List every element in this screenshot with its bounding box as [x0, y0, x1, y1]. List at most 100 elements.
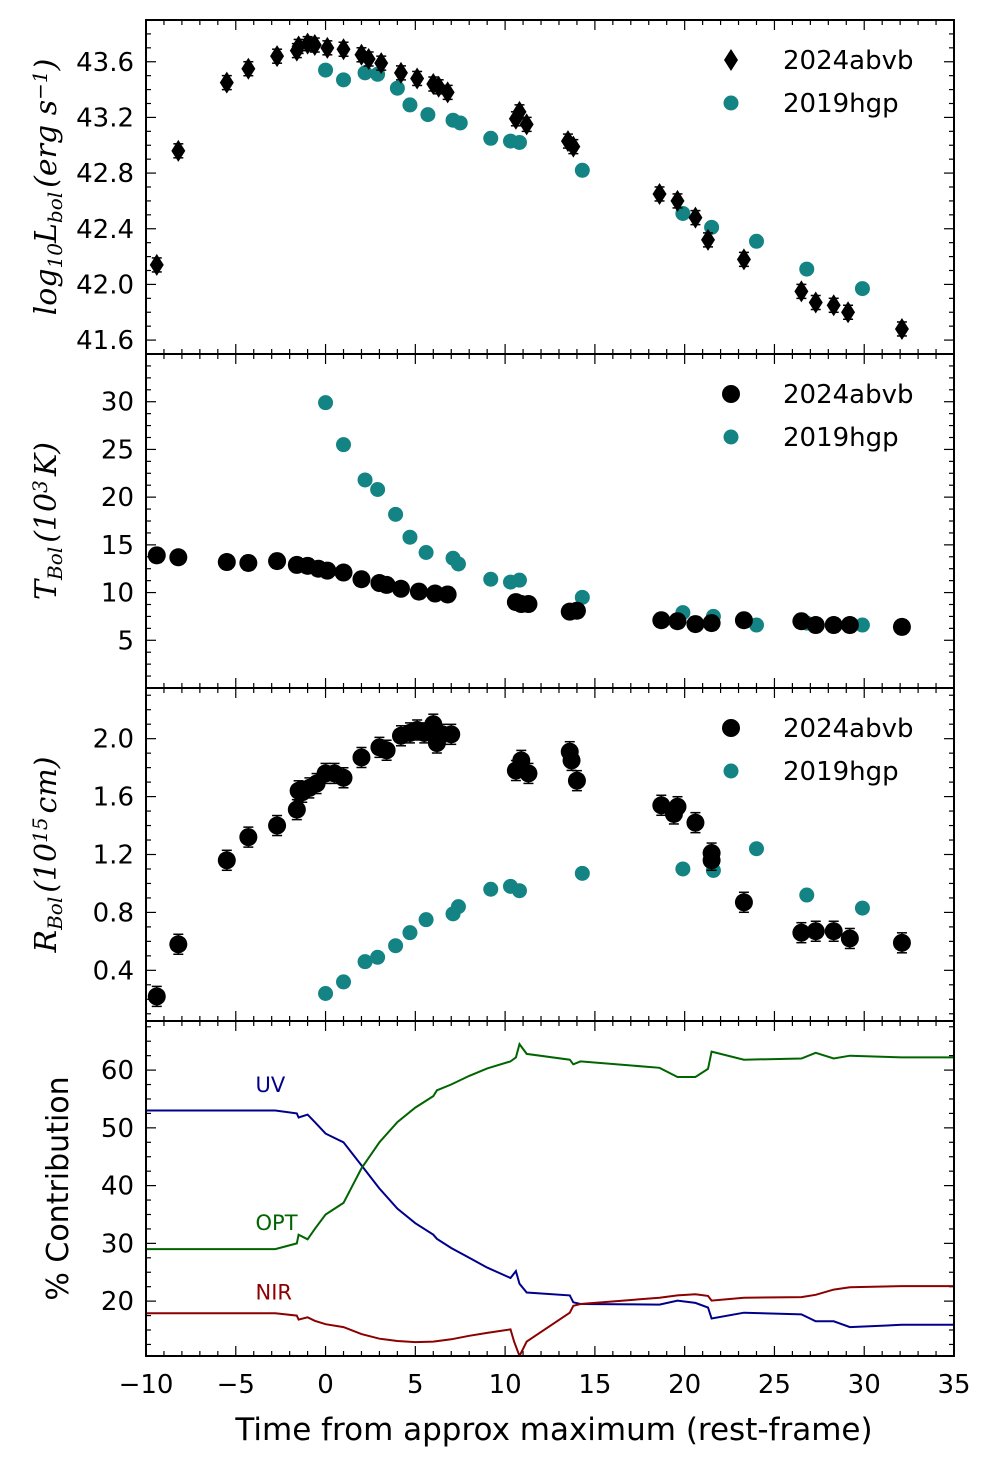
data-point-2024abvb [519, 764, 538, 783]
y-tick-label: 20 [101, 1287, 134, 1317]
data-point-2024abvb [410, 67, 425, 90]
data-point-2024abvb [519, 595, 538, 614]
y-tick-label: 43.6 [76, 48, 134, 78]
y-tick-label: 60 [101, 1056, 134, 1086]
series-line-nir [146, 1285, 954, 1356]
panel-2: 5 10 15 20 25 30 TBol(103K) 2024abvb 2019hgp [28, 353, 955, 689]
legend-label-2019hgp: 2019hgp [783, 89, 899, 119]
legend-marker-2024abvb [722, 385, 740, 403]
data-point-2019hgp [357, 472, 373, 488]
y-tick-label: 0.4 [93, 956, 134, 986]
data-point-2024abvb [318, 561, 337, 580]
x-tick-label: 15 [578, 1370, 611, 1400]
data-point-2019hgp [370, 949, 386, 965]
data-point-2019hgp [402, 529, 418, 545]
data-point-2019hgp [318, 985, 334, 1001]
x-tick-label: 20 [668, 1370, 701, 1400]
data-point-2024abvb [217, 851, 236, 870]
data-point-2019hgp [511, 572, 527, 588]
y-tick-label: 5 [117, 626, 134, 656]
data-point-2019hgp [402, 97, 418, 113]
data-point-2019hgp [483, 571, 499, 587]
data-point-2024abvb [652, 182, 667, 205]
x-axis-label: Time from approx maximum (rest-frame) [234, 1412, 872, 1448]
data-point-2019hgp [336, 437, 352, 453]
y-axis-label: TBol(103K) [28, 442, 67, 600]
y-tick-label: 2.0 [93, 725, 134, 755]
data-point-2024abvb [567, 771, 586, 790]
data-point-2024abvb [377, 741, 396, 760]
data-point-2019hgp [318, 62, 334, 78]
data-point-2024abvb [241, 57, 256, 80]
data-point-2024abvb [792, 612, 811, 631]
data-point-2019hgp [511, 883, 527, 899]
data-point-2019hgp [483, 130, 499, 146]
data-point-2019hgp [483, 881, 499, 897]
legend-label-2019hgp: 2019hgp [783, 757, 899, 787]
data-point-2024abvb [668, 612, 687, 631]
x-tick-label: 30 [848, 1370, 881, 1400]
data-point-2024abvb [702, 614, 721, 633]
y-tick-label: 42.4 [76, 215, 134, 245]
data-point-2019hgp [675, 861, 691, 877]
data-point-2024abvb [794, 280, 809, 303]
panel-4: 20 30 40 50 60 % Contribution UV OPT NIR [41, 1020, 955, 1357]
data-point-2019hgp [420, 107, 436, 123]
data-point-2024abvb [352, 570, 371, 589]
y-axis-label: log10Lbol(erg s−1) [28, 59, 67, 316]
data-point-2024abvb [268, 552, 287, 571]
data-point-2024abvb [840, 929, 859, 948]
data-point-2024abvb [239, 828, 258, 847]
data-point-2024abvb [409, 582, 428, 601]
legend-marker-2019hgp [723, 763, 739, 779]
data-point-2024abvb [352, 748, 371, 767]
legend-label-2024abvb: 2024abvb [783, 714, 914, 744]
data-point-2024abvb [438, 585, 457, 604]
legend-marker-2019hgp [723, 429, 739, 445]
legend-label-2019hgp: 2019hgp [783, 423, 899, 453]
data-point-2024abvb [391, 579, 410, 598]
data-point-2019hgp [389, 80, 405, 96]
data-point-2019hgp [511, 134, 527, 150]
x-tick-label: 10 [489, 1370, 522, 1400]
y-tick-label: 42.8 [76, 159, 134, 189]
data-point-2024abvb [701, 228, 716, 251]
data-point-2024abvb [149, 253, 164, 276]
data-point-2024abvb [686, 813, 705, 832]
y-tick-label: 10 [101, 579, 134, 609]
panel-1: 41.6 42.0 42.4 42.8 43.2 43.6 log10Lbol(erg s−… [28, 19, 955, 356]
data-point-2019hgp [574, 162, 590, 178]
data-point-2024abvb [686, 615, 705, 634]
data-point-2024abvb [702, 851, 721, 870]
band-label-nir: NIR [256, 1280, 292, 1304]
data-point-2024abvb [652, 796, 671, 815]
y-tick-label: 0.8 [93, 898, 134, 928]
data-point-2019hgp [370, 482, 386, 498]
data-point-2024abvb [320, 36, 335, 59]
data-point-2024abvb [374, 52, 389, 75]
panel-frame [145, 1020, 955, 1357]
data-point-2024abvb [169, 935, 188, 954]
data-point-2024abvb [806, 616, 825, 635]
data-point-2024abvb [652, 611, 671, 630]
data-point-2024abvb [169, 548, 188, 567]
data-point-2019hgp [336, 974, 352, 990]
data-point-2024abvb [566, 135, 581, 158]
data-point-2019hgp [748, 841, 764, 857]
y-tick-label: 1.6 [93, 783, 134, 813]
data-point-2024abvb [442, 725, 461, 744]
data-point-2024abvb [894, 317, 909, 340]
x-tick-label: 35 [937, 1370, 970, 1400]
y-tick-label: 20 [101, 483, 134, 513]
data-point-2024abvb [171, 139, 186, 162]
legend-marker-2024abvb [724, 49, 738, 71]
data-point-2024abvb [824, 616, 843, 635]
data-point-2019hgp [452, 115, 468, 131]
data-point-2024abvb [840, 616, 859, 635]
data-point-2024abvb [519, 113, 534, 136]
data-point-2024abvb [377, 575, 396, 594]
data-point-2019hgp [388, 938, 404, 954]
band-label-uv: UV [256, 1073, 286, 1097]
data-point-2024abvb [287, 800, 306, 819]
